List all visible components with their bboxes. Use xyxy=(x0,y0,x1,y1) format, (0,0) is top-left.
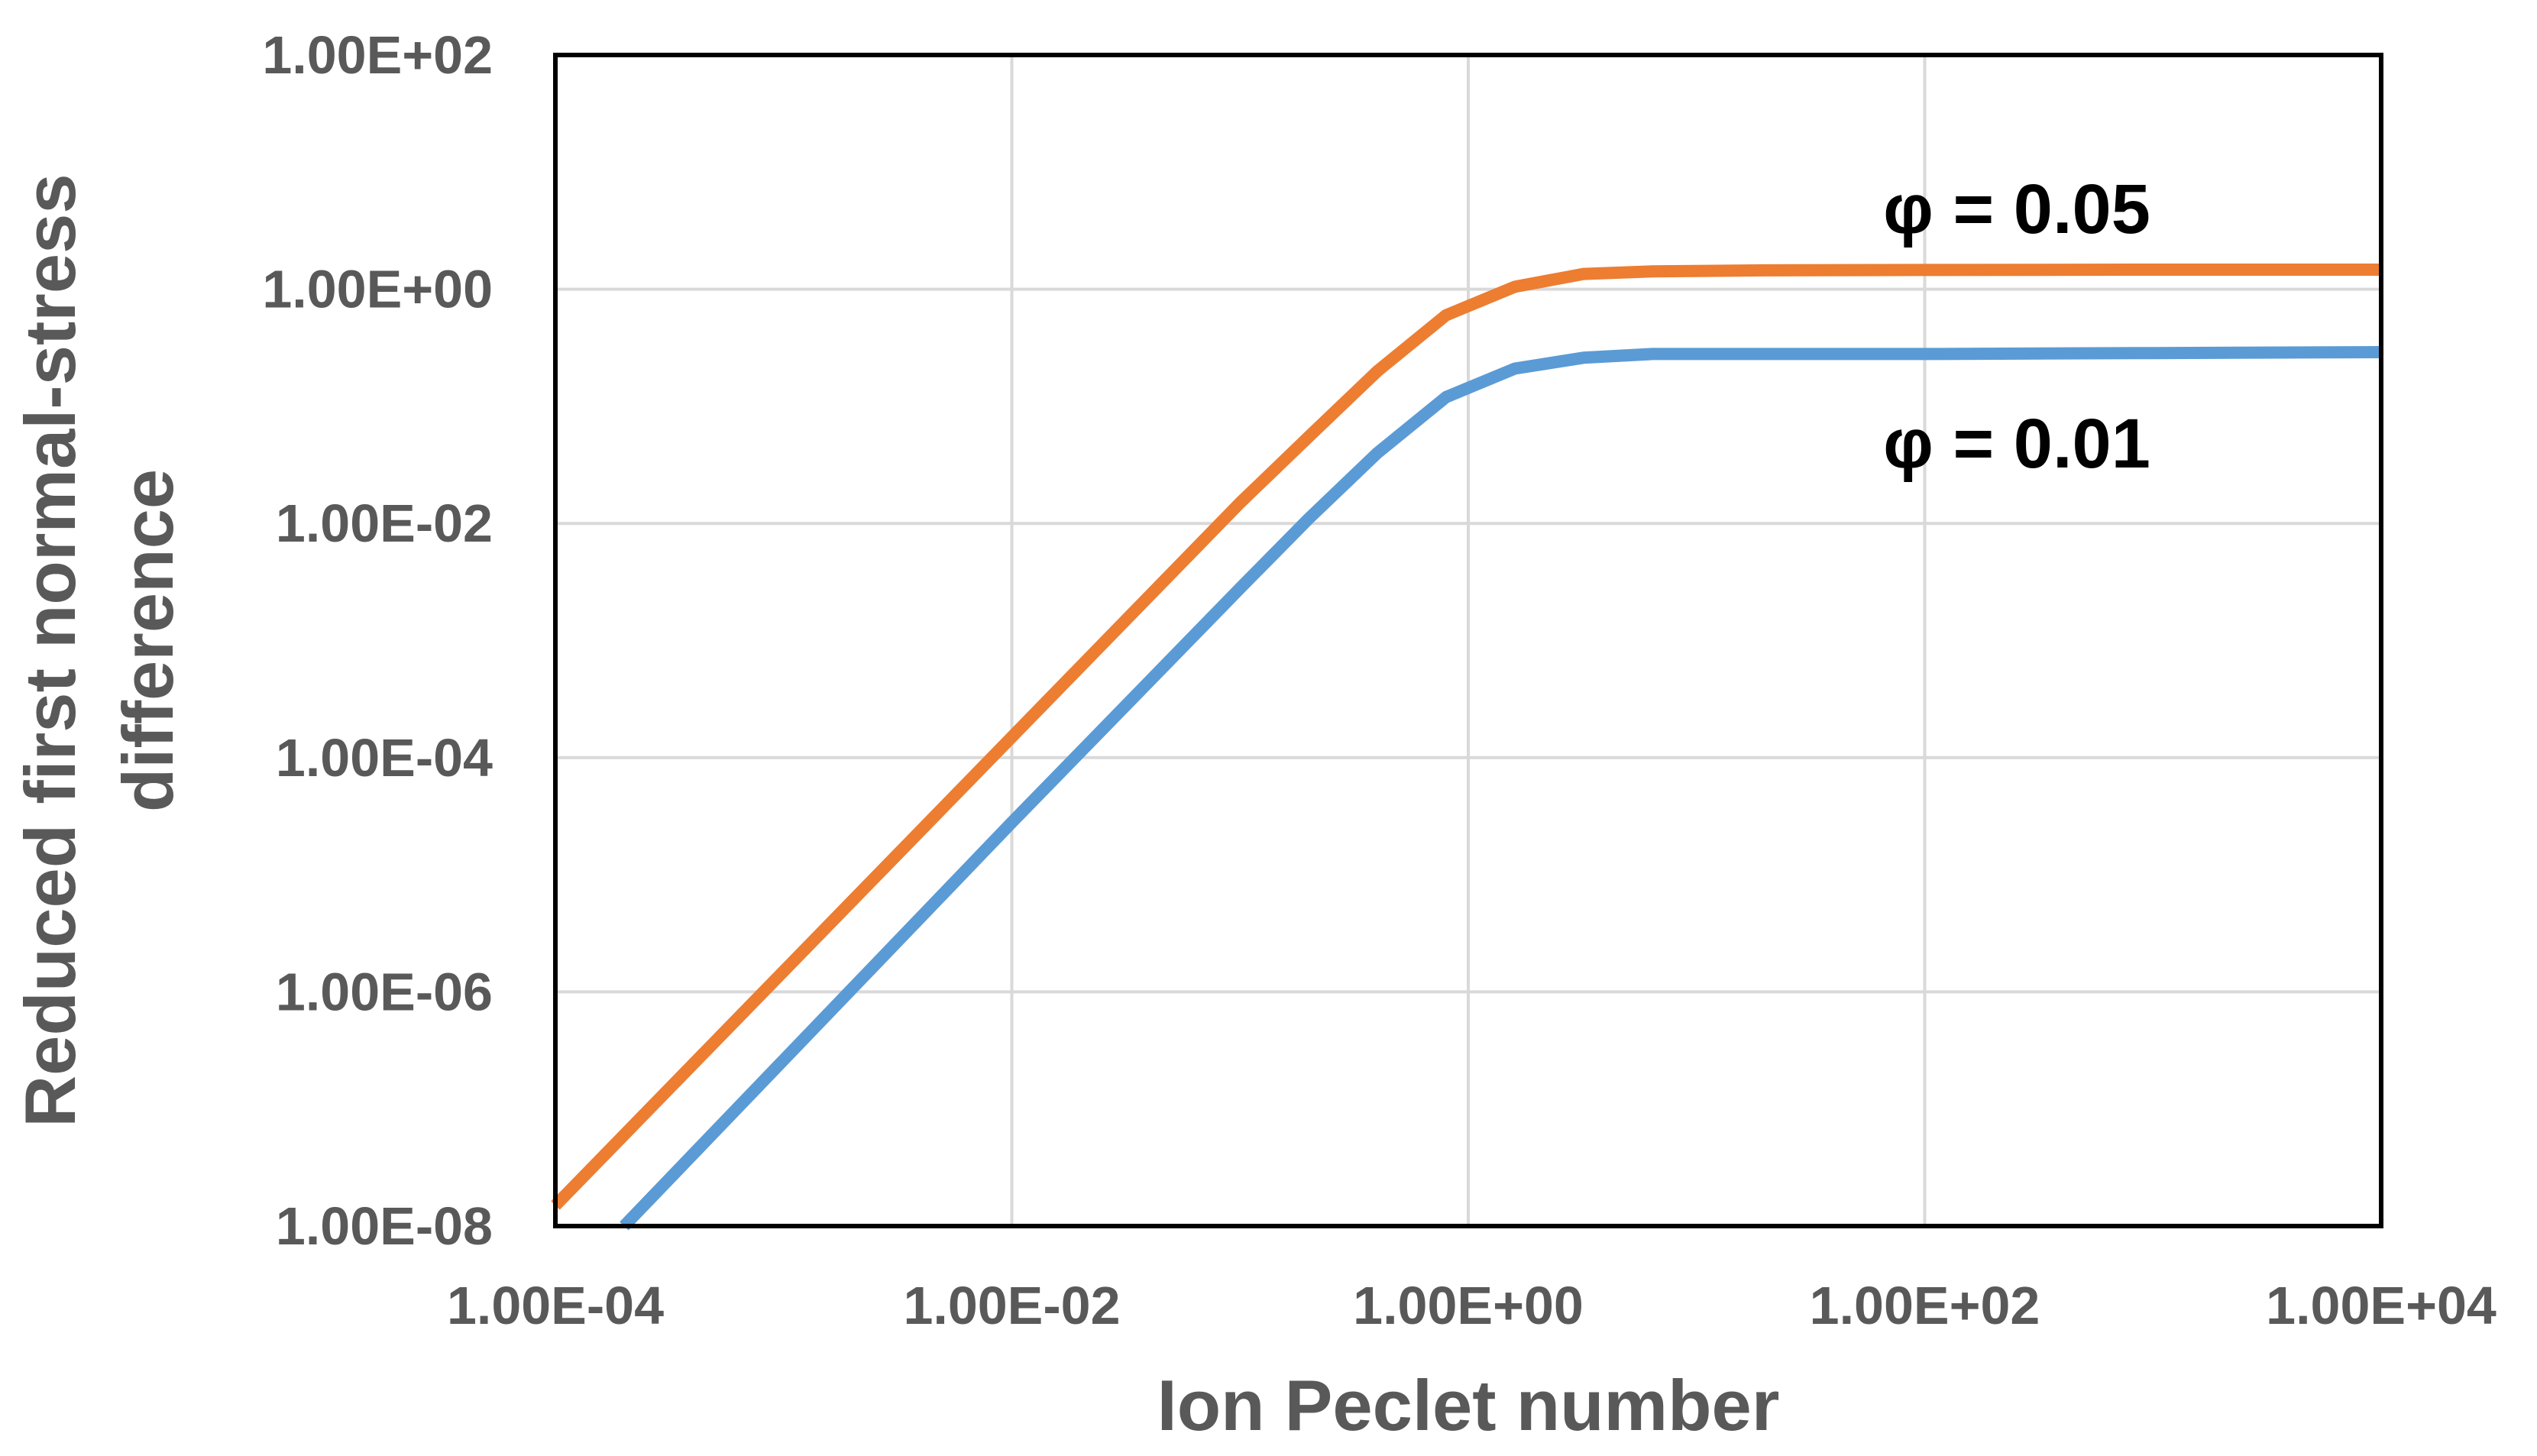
y-axis-title-line-1: Reduced first normal-stress xyxy=(10,173,90,1127)
series-line-1 xyxy=(551,264,2381,1210)
y-tick-label: 1.00E+00 xyxy=(262,260,493,319)
series-label-2: φ = 0.01 xyxy=(1883,405,2150,483)
x-tick-label: 1.00E-04 xyxy=(447,1276,664,1335)
x-tick-label: 1.00E+02 xyxy=(1810,1276,2040,1335)
x-tick-label: 1.00E+04 xyxy=(2266,1276,2497,1335)
x-axis-ticks: 1.00E-04 1.00E-02 1.00E+00 1.00E+02 1.00E+04 xyxy=(447,1276,2497,1335)
x-tick-label: 1.00E-02 xyxy=(903,1276,1120,1335)
y-axis-title: Reduced first normal-stress difference xyxy=(10,154,188,1128)
y-axis-ticks: 1.00E-08 1.00E-06 1.00E-04 1.00E-02 1.00E+00… xyxy=(262,25,493,1256)
y-tick-label: 1.00E-06 xyxy=(276,962,493,1021)
plot-area-border xyxy=(553,53,2383,1228)
x-axis-title: Ion Peclet number xyxy=(1157,1365,1780,1445)
y-tick-label: 1.00E-02 xyxy=(276,493,493,553)
x-tick-label: 1.00E+00 xyxy=(1353,1276,1584,1335)
series-labels: φ = 0.05 φ = 0.01 xyxy=(1883,170,2150,483)
y-axis-title-line-2: difference xyxy=(108,469,188,812)
y-tick-label: 1.00E+02 xyxy=(262,25,493,85)
series-lines xyxy=(551,264,2382,1231)
series-label-1: φ = 0.05 xyxy=(1883,170,2150,248)
series-line-2 xyxy=(620,346,2382,1231)
y-tick-label: 1.00E-08 xyxy=(276,1196,493,1256)
y-tick-label: 1.00E-04 xyxy=(276,728,493,788)
